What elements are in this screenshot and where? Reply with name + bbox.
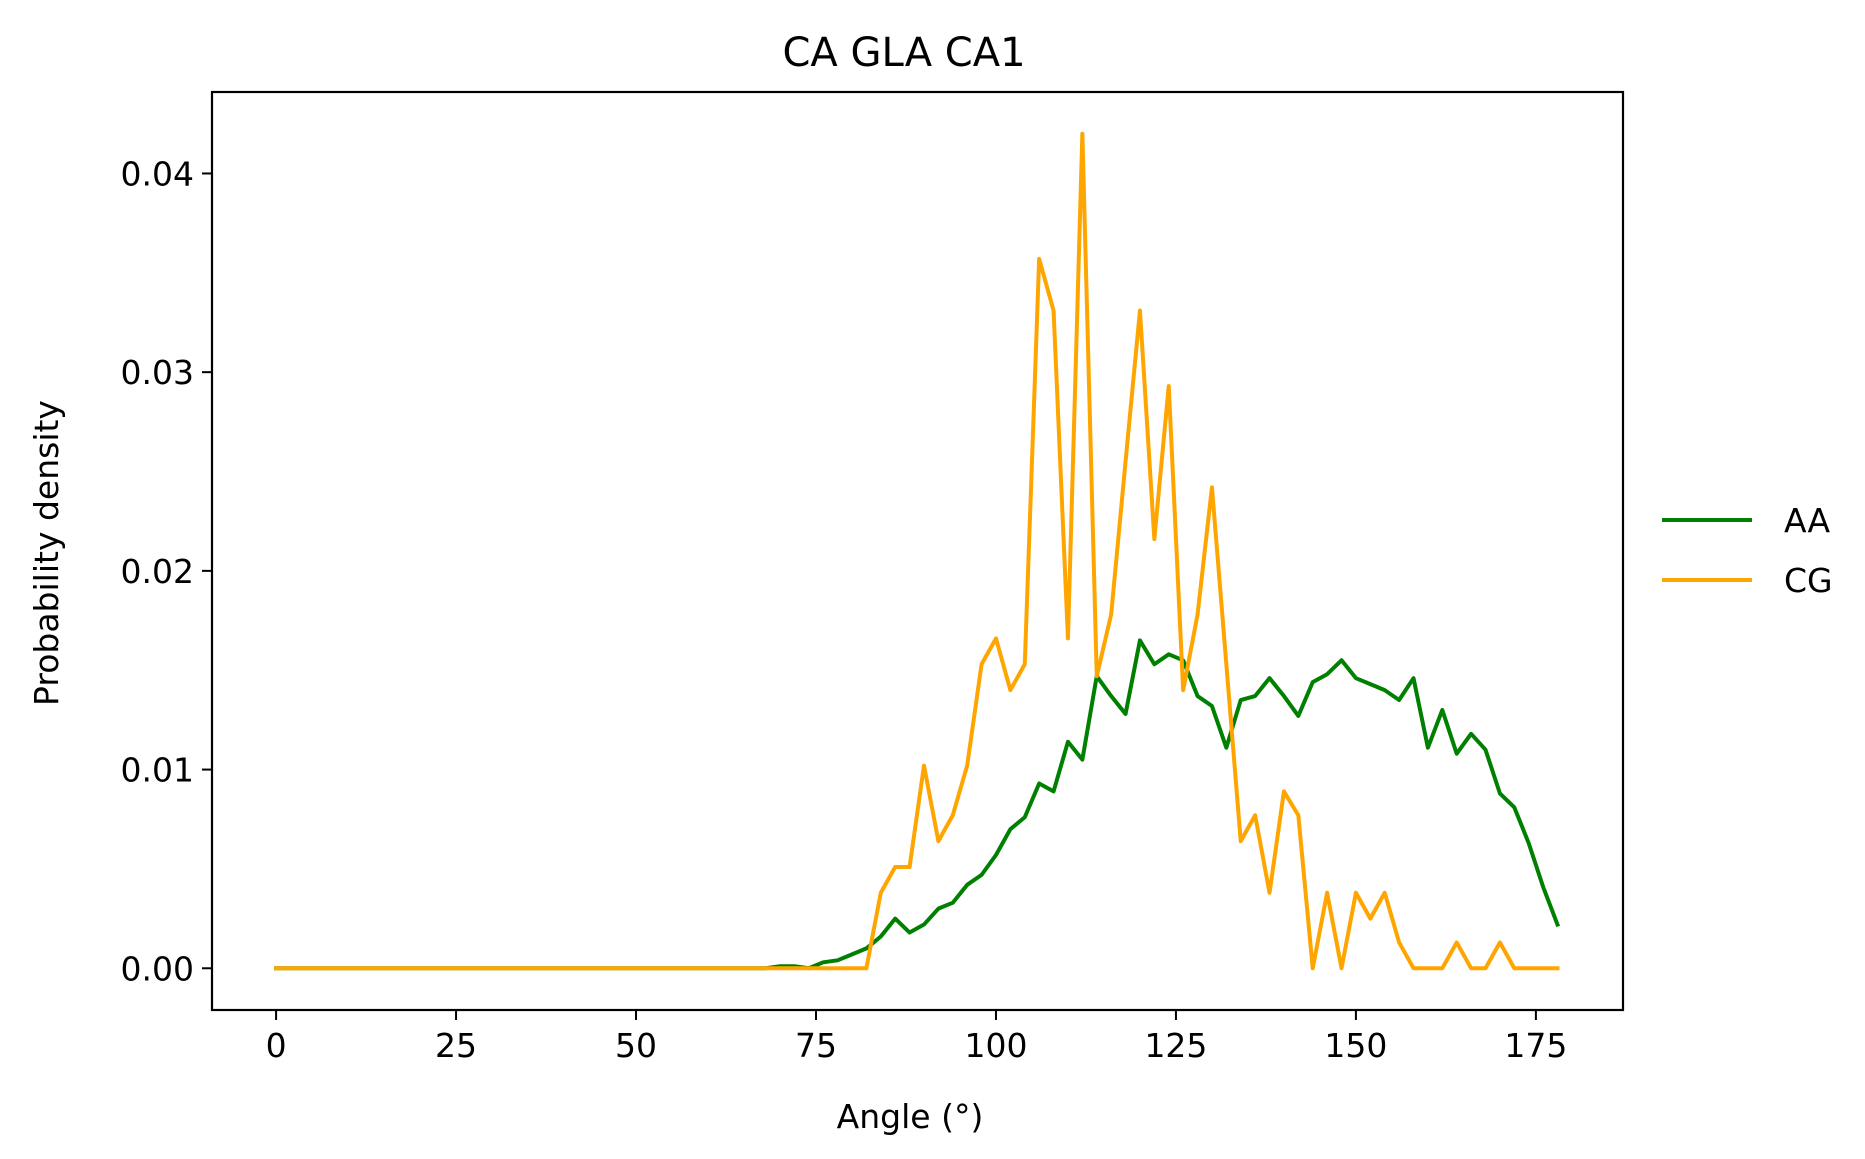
legend: AA CG [1662, 501, 1833, 600]
legend-label-aa: AA [1784, 501, 1830, 540]
x-tick-label: 150 [1324, 1026, 1387, 1065]
x-tick-label: 125 [1144, 1026, 1207, 1065]
y-tick-label: 0.00 [121, 949, 194, 988]
x-tick-label: 75 [795, 1026, 837, 1065]
plot-area [274, 131, 1561, 971]
x-axis-label: Angle (°) [837, 1097, 984, 1136]
x-tick-label: 25 [435, 1026, 477, 1065]
y-tick-label: 0.03 [121, 353, 194, 392]
chart-title: CA GLA CA1 [782, 30, 1025, 76]
y-axis-label: Probability density [27, 400, 66, 706]
y-tick-label: 0.04 [121, 154, 194, 193]
y-tick-label: 0.01 [121, 751, 194, 790]
x-tick-label: 50 [615, 1026, 657, 1065]
legend-label-cg: CG [1784, 561, 1833, 600]
y-tick-label: 0.02 [121, 552, 194, 591]
x-tick-label: 100 [964, 1026, 1027, 1065]
plot-frame [210, 90, 1625, 1012]
x-tick-label: 175 [1504, 1026, 1567, 1065]
x-tick-label: 0 [266, 1026, 287, 1065]
series-line-cg [274, 131, 1560, 971]
